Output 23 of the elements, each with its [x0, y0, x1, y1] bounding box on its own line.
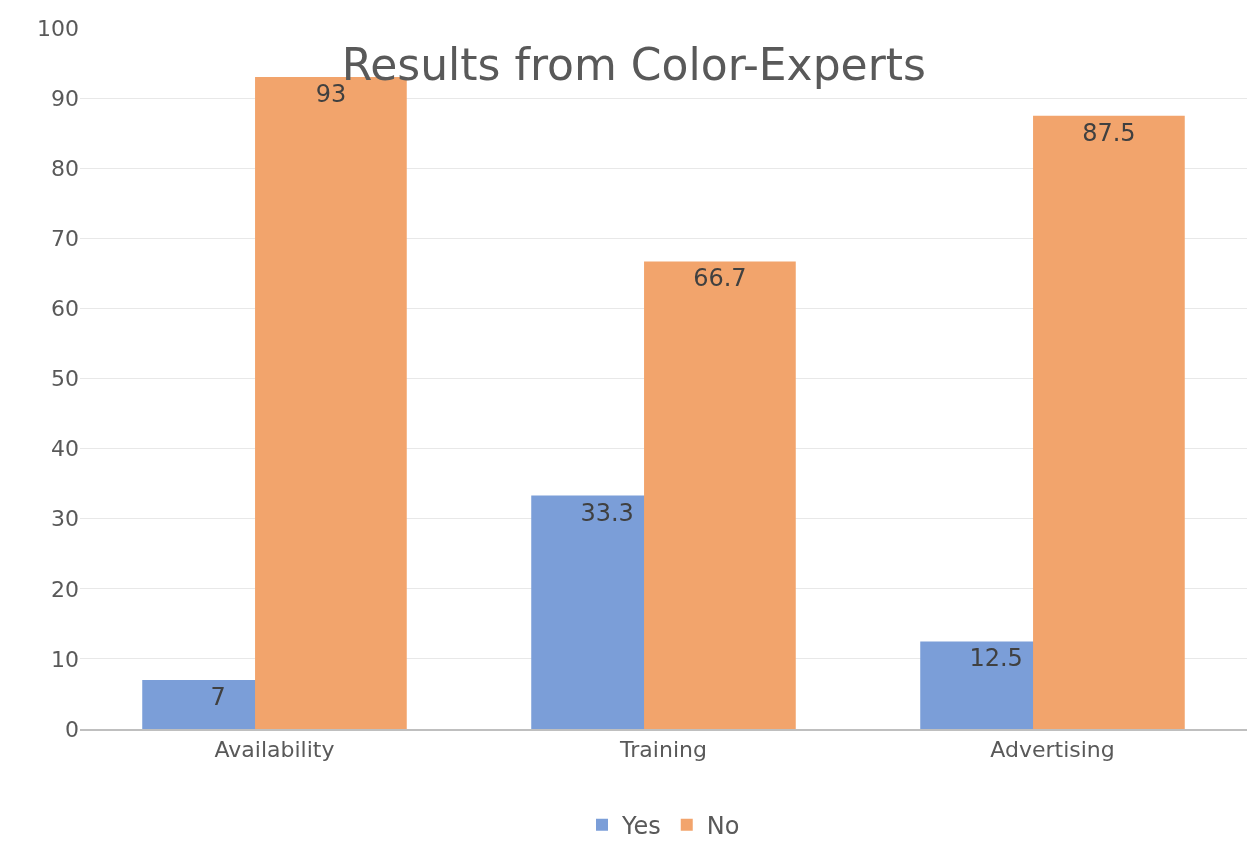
y-tick-label: 0 [65, 716, 79, 742]
y-tick-label: 20 [51, 576, 79, 602]
bar [1033, 115, 1185, 729]
y-tick-label: 90 [51, 85, 79, 111]
x-tick-label: Availability [214, 737, 335, 763]
data-label: 33.3 [580, 498, 634, 527]
y-tick-label: 50 [51, 366, 79, 392]
legend-label: No [706, 812, 740, 840]
x-tick-label: Advertising [990, 737, 1115, 763]
y-tick-label: 70 [51, 226, 79, 251]
y-tick-label: 60 [51, 296, 79, 322]
legend-label: Yes [621, 812, 661, 840]
data-label: 12.5 [969, 644, 1023, 673]
y-tick-label: 10 [51, 646, 79, 672]
x-tick-label: Training [619, 737, 707, 763]
y-tick-label: 80 [51, 155, 79, 181]
bar [644, 261, 796, 729]
y-tick-label: 30 [51, 506, 79, 532]
y-tick-label: 40 [51, 436, 79, 462]
data-label: 66.7 [693, 264, 747, 293]
data-label: 87.5 [1082, 118, 1136, 147]
data-label: 7 [210, 682, 226, 711]
y-tick-label: 100 [37, 15, 79, 41]
